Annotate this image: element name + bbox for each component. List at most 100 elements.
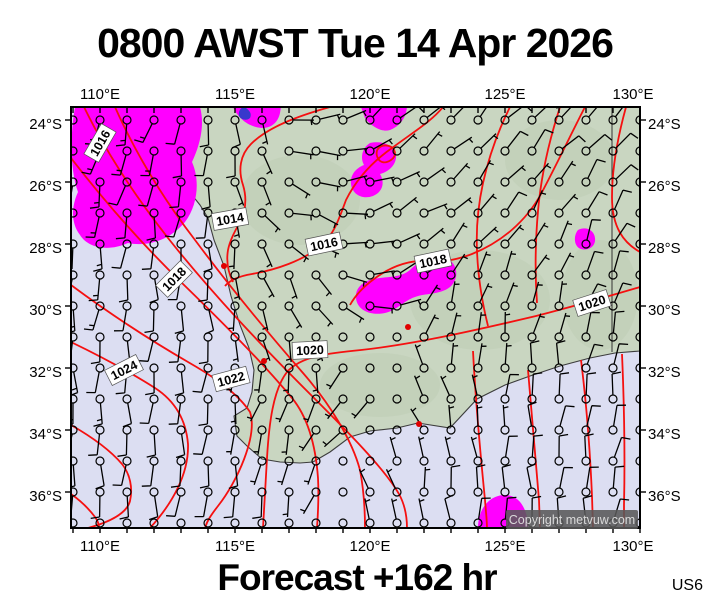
wind-barb-shaft (612, 310, 625, 334)
wind-barb (253, 425, 267, 455)
station-circle (176, 425, 186, 435)
station-circle (284, 208, 294, 218)
wind-barb (358, 468, 375, 497)
isobar-label-text: 1016 (309, 235, 339, 254)
wind-barb (194, 146, 213, 177)
wind-barb (172, 146, 186, 179)
wind-barb (500, 435, 518, 466)
wind-barb (168, 394, 186, 425)
wind-barb (473, 193, 497, 218)
station-circle (203, 487, 213, 497)
station-circle (527, 146, 537, 156)
longitude-label-bottom: 125°E (484, 538, 525, 555)
wind-barb-shaft (418, 436, 425, 458)
wind-barb-shaft (263, 278, 275, 298)
wind-barb (226, 425, 240, 455)
latitude-label-right: 26°S (648, 178, 681, 195)
wind-barb (145, 363, 159, 396)
wind-barb-shaft (71, 371, 79, 396)
isobar-line (71, 157, 320, 528)
wind-barb (446, 281, 460, 311)
wind-barb-shaft (281, 433, 290, 455)
isobar-label-text: 1022 (216, 369, 247, 390)
wind-barb-shaft (277, 464, 289, 486)
station-circle (554, 115, 564, 125)
wind-barb-shaft (71, 464, 76, 488)
station-circle (122, 394, 132, 404)
station-circle (581, 425, 591, 435)
wind-barb-shaft (86, 371, 100, 394)
station-circle (365, 301, 375, 311)
station-circle (176, 239, 186, 249)
latitude-label-right: 30°S (648, 302, 681, 319)
wind-barb (140, 146, 159, 177)
station-circle (95, 177, 105, 187)
wind-barb (111, 146, 132, 176)
station-circle (149, 425, 159, 435)
wind-barb (419, 284, 441, 311)
station-circle (608, 239, 618, 249)
wind-barb-shaft (642, 131, 663, 148)
station-circle (257, 332, 267, 342)
station-circle (635, 208, 640, 218)
wind-barb-shaft (113, 309, 128, 332)
station-circle (500, 115, 510, 125)
rain-area (350, 142, 397, 198)
wind-barb-shaft (292, 212, 314, 221)
station-circle (122, 115, 132, 125)
station-circle (635, 115, 640, 125)
wind-barb-shaft (585, 466, 599, 489)
wind-barb-shaft (527, 401, 537, 427)
station-circle (257, 146, 267, 156)
wind-barb-shaft (292, 183, 311, 199)
wind-barb (250, 456, 267, 486)
latitude-label-left: 28°S (29, 240, 62, 257)
station-circle (203, 177, 213, 187)
station-circle (635, 456, 640, 466)
wind-barb (554, 466, 573, 497)
wind-barb-shaft (263, 154, 273, 175)
wind-barb (365, 107, 389, 125)
station-circle (473, 208, 483, 218)
wind-barb (284, 270, 298, 299)
wind-barb-shaft (642, 222, 661, 241)
wind-barb (446, 107, 471, 125)
station-circle (473, 239, 483, 249)
wind-barb-shaft (453, 136, 474, 150)
wind-barb-shaft (71, 309, 76, 333)
wind-barb (581, 405, 601, 435)
wind-barb-shaft (324, 401, 342, 420)
latitude-label-left: 24°S (29, 116, 62, 133)
longitude-label-top: 110°E (80, 86, 120, 103)
wind-barb-shaft (140, 154, 154, 177)
station-circle (311, 456, 321, 466)
station-circle (473, 115, 483, 125)
wind-barb-shaft (172, 154, 183, 179)
isobar-line (71, 284, 253, 528)
forecast-hour-label: Forecast +162 hr (217, 557, 497, 598)
wind-barb (392, 133, 418, 156)
station-circle (230, 456, 240, 466)
station-circle (446, 456, 456, 466)
wind-barb-shaft (427, 203, 448, 213)
station-circle (230, 394, 240, 404)
wind-barb (419, 107, 446, 125)
wind-barb (365, 363, 375, 373)
wind-barb-shaft (558, 281, 568, 303)
wind-barb (326, 363, 348, 390)
wind-barb-shaft (505, 282, 518, 303)
wind-barb-shaft (504, 496, 517, 520)
wind-barb (581, 250, 604, 280)
wind-barb (257, 208, 281, 233)
wind-barb-shaft (559, 466, 573, 489)
wind-barb-shaft (440, 375, 450, 396)
wind-barb-shaft (165, 123, 181, 145)
wind-barb (635, 301, 640, 311)
wind-barb (149, 270, 159, 304)
wind-barb (284, 146, 314, 160)
wind-barb-shaft (198, 402, 209, 427)
wind-barb-shaft (319, 182, 341, 192)
station-circle (338, 270, 348, 280)
station-circle (257, 301, 267, 311)
station-circle (527, 301, 537, 311)
